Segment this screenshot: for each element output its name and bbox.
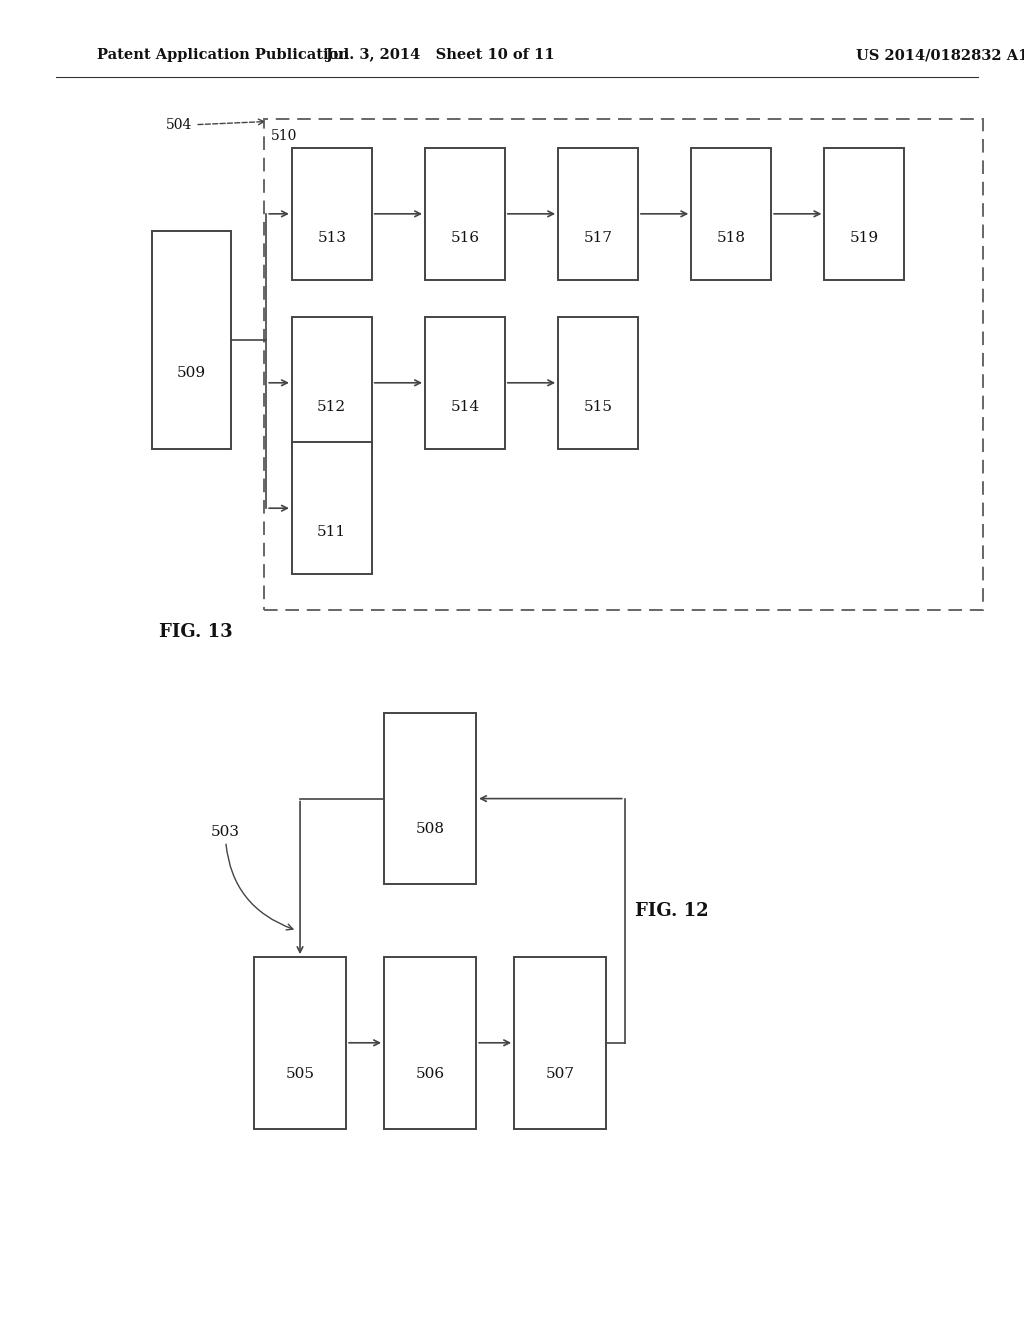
Text: 515: 515 [584,400,612,413]
Bar [292,317,372,449]
Bar [152,231,231,449]
Bar [425,148,505,280]
Text: 505: 505 [286,1067,314,1081]
Text: 509: 509 [177,366,206,380]
Bar [264,119,983,610]
Bar [384,713,476,884]
Text: 514: 514 [451,400,479,413]
Text: US 2014/0182832 A1: US 2014/0182832 A1 [856,49,1024,62]
Text: 517: 517 [584,231,612,244]
Bar [292,148,372,280]
Text: 512: 512 [317,400,346,413]
Text: FIG. 13: FIG. 13 [159,623,232,642]
Text: 511: 511 [317,525,346,539]
Text: 510: 510 [271,129,298,144]
Bar [384,957,476,1129]
Text: 507: 507 [546,1067,574,1081]
Text: 518: 518 [717,231,745,244]
Bar [558,317,638,449]
Bar [292,442,372,574]
Text: FIG. 12: FIG. 12 [635,902,709,920]
Text: 506: 506 [416,1067,444,1081]
Bar [558,148,638,280]
Text: 519: 519 [850,231,879,244]
Text: 513: 513 [317,231,346,244]
Text: 508: 508 [416,822,444,837]
Text: Jul. 3, 2014   Sheet 10 of 11: Jul. 3, 2014 Sheet 10 of 11 [326,49,555,62]
Bar [425,317,505,449]
Text: 503: 503 [211,825,293,929]
Bar [514,957,606,1129]
Bar [824,148,904,280]
Bar [691,148,771,280]
Text: 504: 504 [166,119,264,132]
Text: Patent Application Publication: Patent Application Publication [97,49,349,62]
Text: 516: 516 [451,231,479,244]
Bar [254,957,346,1129]
